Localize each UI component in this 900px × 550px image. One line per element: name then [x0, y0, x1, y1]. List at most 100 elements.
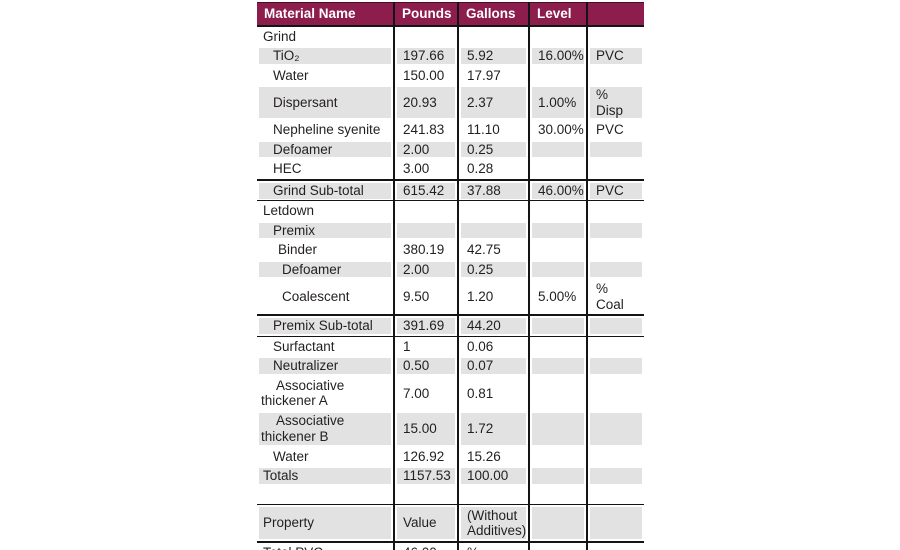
cell-pounds: 46.00 — [394, 541, 459, 550]
pounds-value: 20.93 — [403, 94, 437, 110]
pounds-value: 1157.53 — [403, 468, 451, 483]
col-header-blank — [587, 2, 644, 27]
pounds-value: 9.50 — [403, 288, 430, 304]
gallons-value: 0.25 — [467, 261, 494, 277]
cell-gallons: 0.06 — [458, 336, 530, 356]
cell-unit — [587, 240, 644, 260]
material-name-label: Defoamer — [273, 141, 333, 157]
cell-gallons: 0.81 — [458, 375, 530, 411]
cell-gallons: 11.10 — [458, 120, 530, 140]
cell-unit — [587, 411, 644, 447]
cell-material: Water — [257, 446, 395, 466]
cell-gallons: 2.37 — [458, 85, 530, 120]
material-name-label: HEC — [273, 161, 302, 176]
level-value: 1.00% — [538, 94, 577, 110]
gallons-value: 1.20 — [467, 288, 494, 304]
cell-unit — [587, 504, 644, 543]
cell-pounds: 2.00 — [394, 139, 459, 159]
cell-pounds: 1 — [394, 336, 459, 356]
col-header-pounds: Pounds — [394, 2, 459, 27]
cell-material: Defoamer — [257, 139, 395, 159]
table-row: Premix Sub-total 391.69 44.20 — [257, 314, 644, 337]
cell-pounds: 2.00 — [394, 259, 459, 279]
cell-unit — [587, 542, 644, 550]
cell-pounds: 15.00 — [394, 411, 459, 447]
cell-material: HEC — [257, 159, 395, 180]
cell-pounds: 1157.53 — [394, 466, 459, 486]
table-row: Coalescent 9.50 1.20 5.00% % Coal — [257, 279, 644, 315]
material-name-label: Water — [273, 448, 309, 464]
cell-material: Nepheline syenite — [257, 120, 395, 140]
gallons-value: 42.75 — [467, 242, 501, 257]
table-row: Letdown — [257, 200, 644, 221]
pounds-value: 391.69 — [403, 318, 445, 333]
cell-pounds: 241.83 — [394, 120, 459, 140]
cell-gallons: 44.20 — [458, 314, 530, 337]
material-name-label: Property — [263, 515, 315, 531]
cell-gallons — [458, 25, 530, 46]
unit-label: PVC — [596, 122, 624, 137]
formulation-table: Material Name Pounds Gallons Level Grind… — [257, 2, 644, 550]
cell-gallons: 42.75 — [458, 240, 530, 260]
cell-level — [529, 259, 588, 279]
table-row: Property Value (Without Additives) — [257, 504, 644, 543]
material-name-label: Letdown — [263, 203, 315, 218]
cell-material: Grind — [257, 25, 395, 46]
table-row: TiO₂ 197.66 5.92 16.00% PVC — [257, 46, 644, 66]
cell-pounds: 391.69 — [394, 314, 459, 337]
gallons-value: 17.97 — [467, 67, 501, 83]
col-header-material-label: Material Name — [264, 5, 356, 21]
cell-pounds: 9.50 — [394, 279, 459, 315]
cell-pounds: 615.42 — [394, 178, 459, 201]
table-row: Grind — [257, 25, 644, 46]
cell-gallons: 1.20 — [458, 279, 530, 315]
gallons-value: 0.81 — [467, 385, 494, 401]
material-name-label: Dispersant — [273, 94, 338, 110]
gallons-value: 0.06 — [467, 338, 494, 354]
cell-material: TiO₂ — [257, 46, 395, 66]
material-name-label: TiO₂ — [273, 48, 300, 63]
cell-unit: PVC — [587, 178, 644, 201]
cell-material: Premix Sub-total — [257, 314, 395, 337]
material-name-label: Premix — [273, 222, 316, 238]
cell-gallons — [458, 485, 530, 506]
table-row: Defoamer 2.00 0.25 — [257, 259, 644, 279]
pounds-value: 615.42 — [403, 182, 445, 198]
gallons-value: 11.10 — [467, 122, 500, 137]
cell-gallons: 5.92 — [458, 46, 530, 66]
table-row: Grind Sub-total 615.42 37.88 46.00% PVC — [257, 178, 644, 201]
cell-unit — [587, 447, 644, 467]
cell-material — [257, 485, 395, 506]
cell-pounds: 3.00 — [394, 159, 459, 180]
material-name-label: Surfactant — [273, 338, 335, 354]
cell-gallons: 0.07 — [458, 356, 530, 376]
cell-material: Letdown — [257, 200, 395, 221]
cell-material: Total PVC — [257, 541, 395, 550]
cell-level — [529, 446, 588, 466]
cell-material: Water — [257, 65, 395, 85]
cell-pounds — [394, 220, 459, 240]
col-header-gallons-label: Gallons — [466, 5, 516, 21]
cell-level: 46.00% — [529, 178, 588, 201]
unit-label: % Coal — [596, 281, 624, 312]
gallons-value: (Without Additives) — [467, 507, 526, 539]
gallons-value: 0.25 — [467, 141, 494, 157]
cell-gallons: 15.26 — [458, 446, 530, 466]
table-row: Water 126.92 15.26 — [257, 446, 644, 467]
cell-material: Defoamer — [257, 259, 395, 279]
cell-unit: % Coal — [587, 279, 644, 315]
material-name-label: Totals — [263, 468, 299, 483]
cell-gallons — [458, 220, 530, 240]
unit-label: PVC — [596, 48, 624, 63]
cell-unit — [587, 201, 644, 221]
cell-gallons: 100.00 — [458, 466, 530, 486]
table-body: Grind TiO₂ 197.66 5.92 16.00% PVC Water … — [257, 25, 644, 550]
gallons-value: 15.26 — [467, 448, 501, 464]
table-row: Total PVC 46.00 % — [257, 541, 644, 550]
cell-unit — [587, 485, 644, 506]
table-row: Totals 1157.53 100.00 — [257, 466, 644, 486]
col-header-pounds-label: Pounds — [402, 5, 452, 21]
cell-level — [529, 336, 588, 356]
pounds-value: 126.92 — [403, 448, 445, 464]
